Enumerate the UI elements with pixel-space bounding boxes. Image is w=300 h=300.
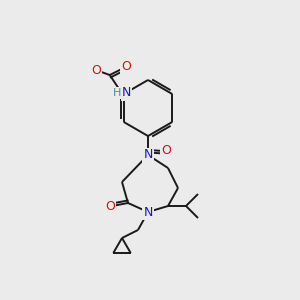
Text: O: O: [161, 145, 171, 158]
Text: O: O: [121, 61, 131, 74]
Text: N: N: [143, 206, 153, 218]
Text: N: N: [122, 86, 131, 100]
Text: H: H: [112, 88, 121, 98]
Text: N: N: [143, 148, 153, 161]
Text: O: O: [105, 200, 115, 212]
Text: O: O: [91, 64, 101, 76]
